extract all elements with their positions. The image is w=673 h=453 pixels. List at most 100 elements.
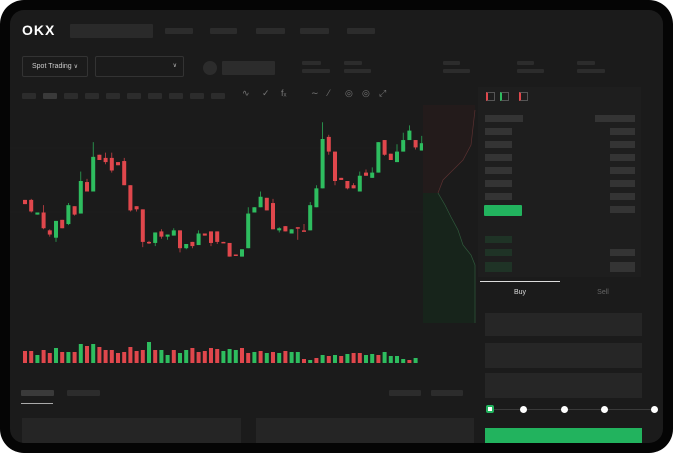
timeframe-button[interactable] — [64, 93, 78, 99]
slider-step[interactable] — [651, 406, 658, 413]
timeframe-button[interactable] — [211, 93, 225, 99]
ask-price[interactable] — [485, 193, 512, 200]
nav-item[interactable] — [347, 28, 375, 34]
timeframe-button[interactable] — [85, 93, 99, 99]
candle-body — [314, 188, 319, 208]
line-tool-icon[interactable]: ∼ — [311, 88, 319, 98]
amount-slider[interactable] — [490, 409, 657, 410]
candle-body — [128, 185, 133, 211]
camera-icon[interactable]: ◎ — [345, 88, 353, 98]
candle-body — [419, 143, 424, 151]
ask-price[interactable] — [485, 180, 512, 187]
stat-value — [517, 69, 544, 73]
stat-label — [302, 61, 321, 65]
buy-button[interactable] — [485, 428, 642, 443]
volume-bar — [333, 355, 337, 363]
ask-amount[interactable] — [610, 180, 635, 187]
volume-bar — [264, 353, 269, 363]
volume-bar — [153, 350, 158, 363]
volume-bar — [413, 358, 418, 363]
volume-bar — [364, 355, 368, 363]
chevron-down-icon: ∨ — [172, 63, 177, 69]
timeframe-button[interactable] — [106, 93, 120, 99]
candle-body — [271, 203, 275, 230]
filter-button[interactable] — [389, 390, 421, 396]
tab-buy[interactable]: Buy — [513, 289, 527, 296]
slider-step[interactable] — [601, 406, 608, 413]
stat-value — [344, 69, 371, 73]
candle-body — [320, 139, 325, 189]
ask-price[interactable] — [485, 141, 512, 148]
tab-open-orders[interactable] — [21, 390, 54, 396]
volume-bar — [103, 350, 108, 363]
bid-amount[interactable] — [610, 249, 635, 256]
ask-price[interactable] — [485, 154, 512, 161]
candle-body — [85, 182, 89, 192]
timeframe-button[interactable] — [22, 93, 36, 99]
total-input[interactable] — [485, 373, 642, 398]
spot-trading-select[interactable]: Spot Trading ∨ — [22, 56, 88, 77]
volume-bar — [314, 358, 319, 363]
order-book — [478, 87, 641, 277]
candlestick-chart[interactable] — [10, 100, 430, 280]
slider-step[interactable] — [561, 406, 568, 413]
timeframe-button[interactable] — [148, 93, 162, 99]
nav-item[interactable] — [300, 28, 329, 34]
filter-button[interactable] — [431, 390, 463, 396]
target-icon[interactable]: ◎ — [362, 88, 370, 98]
ask-amount[interactable] — [610, 167, 635, 174]
candle-body — [122, 161, 127, 186]
price-input[interactable] — [485, 313, 642, 336]
timeframe-button[interactable] — [190, 93, 204, 99]
fullscreen-icon[interactable]: ⤢ — [379, 88, 387, 98]
chart-type-icon[interactable]: ✓ — [262, 88, 270, 98]
ask-amount[interactable] — [610, 141, 635, 148]
tab-order-history[interactable] — [67, 390, 100, 396]
volume-bar — [109, 350, 114, 363]
search-bar[interactable] — [70, 24, 153, 38]
order-book-both-icon[interactable] — [486, 92, 495, 101]
tab-sell[interactable]: Sell — [597, 289, 609, 296]
volume-bar — [388, 356, 393, 363]
bid-price[interactable] — [485, 265, 512, 272]
candle-body — [209, 231, 213, 243]
candle-body — [413, 140, 418, 148]
order-book-asks-icon[interactable] — [519, 92, 528, 101]
ask-amount[interactable] — [610, 154, 635, 161]
candle-body — [264, 197, 269, 211]
ask-amount[interactable] — [610, 193, 635, 200]
fx-icon[interactable]: fₓ — [281, 88, 287, 98]
ruler-icon[interactable]: ⁄ — [328, 88, 330, 98]
nav-item[interactable] — [165, 28, 193, 34]
volume-bar — [395, 356, 399, 363]
timeframe-button[interactable] — [127, 93, 141, 99]
order-book-header — [595, 115, 635, 122]
order-book-bids-icon[interactable] — [500, 92, 509, 101]
bid-price[interactable] — [485, 249, 512, 256]
ask-amount[interactable] — [610, 128, 635, 135]
candle-body — [190, 241, 195, 247]
amount-input[interactable] — [485, 343, 642, 368]
candle-body — [252, 207, 257, 213]
ask-amount[interactable] — [610, 206, 635, 213]
candle-body — [345, 181, 350, 189]
timeframe-button[interactable] — [169, 93, 183, 99]
volume-bar — [401, 359, 406, 363]
slider-step[interactable] — [520, 406, 527, 413]
bid-amount[interactable] — [610, 265, 635, 272]
ask-price[interactable] — [485, 167, 512, 174]
slider-handle[interactable] — [486, 405, 494, 413]
timeframe-button[interactable] — [43, 93, 57, 99]
stat-label — [517, 61, 534, 65]
nav-item[interactable] — [256, 28, 285, 34]
pair-name — [222, 61, 275, 75]
volume-bar — [23, 351, 27, 363]
bid-price[interactable] — [485, 236, 512, 243]
pair-select[interactable]: ∨ — [95, 56, 184, 77]
nav-item[interactable] — [210, 28, 237, 34]
okx-logo[interactable]: OKX — [22, 22, 56, 38]
ask-price[interactable] — [485, 128, 512, 135]
volume-bar — [202, 351, 207, 363]
indicator-icon[interactable]: ∿ — [242, 88, 250, 98]
candle-body — [295, 227, 300, 229]
